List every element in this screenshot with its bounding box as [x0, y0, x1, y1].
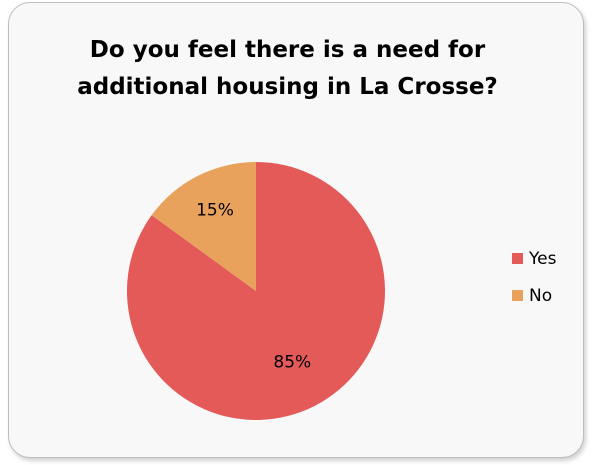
data-label-no: 15%	[196, 201, 234, 221]
legend-label-yes: Yes	[529, 248, 557, 269]
legend-swatch-yes	[512, 253, 523, 264]
pie-slice-no	[151, 162, 256, 291]
legend-item-no: No	[512, 283, 556, 308]
chart-title: Do you feel there is a need for addition…	[77, 37, 498, 100]
legend-item-yes: Yes	[512, 246, 556, 271]
legend-label-no: No	[529, 285, 553, 306]
data-label-yes: 85%	[273, 352, 311, 372]
legend-swatch-no	[512, 290, 523, 301]
legend: Yes No	[512, 246, 556, 320]
